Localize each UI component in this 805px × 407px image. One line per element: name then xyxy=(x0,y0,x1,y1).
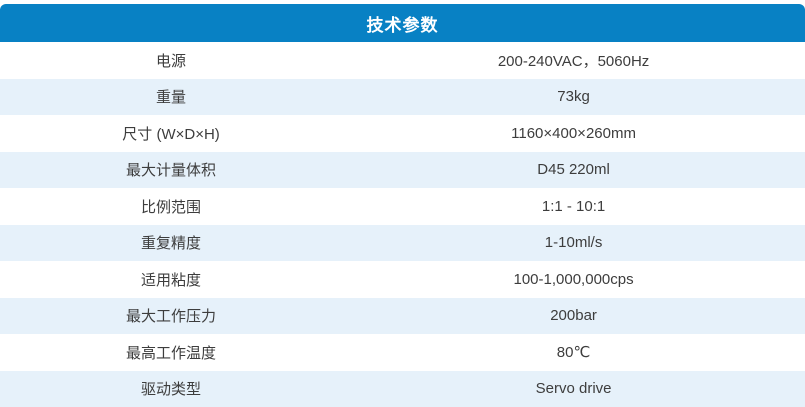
spec-value: D45 220ml xyxy=(537,161,610,179)
table-row: 最大计量体积 D45 220ml xyxy=(0,151,805,188)
table-row: 尺寸 (W×D×H) 1160×400×260mm xyxy=(0,115,805,152)
table-row: 最大工作压力 200bar xyxy=(0,297,805,334)
spec-value: 1-10ml/s xyxy=(544,234,603,252)
spec-value: 1160×400×260mm xyxy=(511,124,636,142)
spec-label: 驱动类型 xyxy=(141,381,202,399)
spec-value: 73kg xyxy=(557,88,590,106)
spec-value: 200-240VAC，5060Hz xyxy=(497,52,650,70)
spec-value: 200bar xyxy=(550,307,597,325)
spec-table: 技术参数 电源 200-240VAC，5060Hz 重量 73kg 尺寸 (W×… xyxy=(0,4,805,407)
spec-label: 最大计量体积 xyxy=(126,162,217,180)
table-row: 电源 200-240VAC，5060Hz xyxy=(0,42,805,79)
table-row: 最高工作温度 80℃ xyxy=(0,334,805,371)
table-row: 重复精度 1-10ml/s xyxy=(0,224,805,261)
spec-label: 重复精度 xyxy=(141,235,202,253)
spec-label: 比例范围 xyxy=(141,198,202,216)
spec-value: Servo drive xyxy=(535,380,612,398)
spec-label: 最高工作温度 xyxy=(126,344,217,362)
spec-label: 最大工作压力 xyxy=(126,308,217,326)
spec-label: 尺寸 (W×D×H) xyxy=(122,125,220,143)
table-row: 比例范围 1:1 - 10:1 xyxy=(0,188,805,225)
spec-value: 100-1,000,000cps xyxy=(513,270,634,288)
table-row: 适用粘度 100-1,000,000cps xyxy=(0,261,805,298)
table-row: 重量 73kg xyxy=(0,78,805,115)
spec-label: 重量 xyxy=(156,89,187,107)
table-row: 驱动类型 Servo drive xyxy=(0,370,805,407)
spec-label: 电源 xyxy=(156,52,187,70)
table-title: 技术参数 xyxy=(0,4,805,42)
spec-value: 80℃ xyxy=(556,344,591,362)
spec-value: 1:1 - 10:1 xyxy=(541,197,606,215)
spec-label: 适用粘度 xyxy=(141,271,202,289)
